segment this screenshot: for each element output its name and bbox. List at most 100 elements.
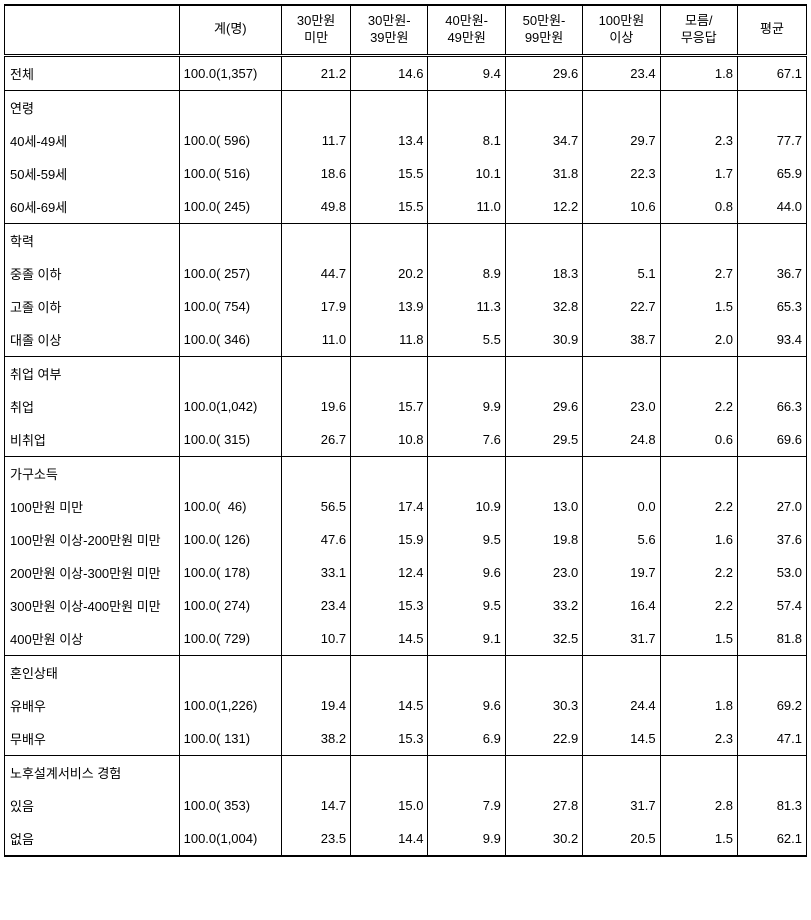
table-row: 전체100.0(1,357)21.214.69.429.623.41.867.1 [5, 55, 807, 90]
value-cell: 16.4 [583, 589, 660, 622]
value-cell: 11.3 [428, 290, 505, 323]
value-cell: 2.2 [660, 390, 737, 423]
value-cell: 26.7 [282, 423, 351, 457]
value-cell: 5.5 [428, 323, 505, 357]
row-label: 취업 [5, 390, 180, 423]
empty-cell [737, 90, 806, 124]
row-label: 60세-69세 [5, 190, 180, 224]
empty-cell [179, 755, 281, 789]
value-cell: 15.3 [351, 589, 428, 622]
empty-cell [351, 655, 428, 689]
value-cell: 13.9 [351, 290, 428, 323]
empty-cell [282, 356, 351, 390]
value-cell: 15.5 [351, 190, 428, 224]
empty-cell [179, 655, 281, 689]
value-cell: 31.8 [505, 157, 582, 190]
empty-cell [583, 90, 660, 124]
value-cell: 9.6 [428, 556, 505, 589]
column-header: 평균 [737, 5, 806, 55]
value-cell: 18.6 [282, 157, 351, 190]
value-cell: 29.6 [505, 55, 582, 90]
empty-cell [660, 90, 737, 124]
empty-cell [351, 223, 428, 257]
total-cell: 100.0( 126) [179, 523, 281, 556]
total-cell: 100.0( 131) [179, 722, 281, 756]
value-cell: 33.1 [282, 556, 351, 589]
value-cell: 62.1 [737, 822, 806, 856]
value-cell: 6.9 [428, 722, 505, 756]
empty-cell [660, 356, 737, 390]
value-cell: 81.3 [737, 789, 806, 822]
table-header: 계(명)30만원미만30만원-39만원40만원-49만원50만원-99만원100… [5, 5, 807, 55]
value-cell: 10.7 [282, 622, 351, 656]
value-cell: 19.6 [282, 390, 351, 423]
value-cell: 15.7 [351, 390, 428, 423]
value-cell: 1.5 [660, 290, 737, 323]
value-cell: 2.8 [660, 789, 737, 822]
value-cell: 23.5 [282, 822, 351, 856]
empty-cell [505, 655, 582, 689]
table-row: 400만원 이상100.0( 729)10.714.59.132.531.71.… [5, 622, 807, 656]
empty-cell [282, 655, 351, 689]
empty-cell [282, 90, 351, 124]
empty-cell [282, 755, 351, 789]
table-row: 무배우100.0( 131)38.215.36.922.914.52.347.1 [5, 722, 807, 756]
value-cell: 14.5 [351, 622, 428, 656]
row-label: 40세-49세 [5, 124, 180, 157]
section-header-row: 학력 [5, 223, 807, 257]
empty-cell [737, 223, 806, 257]
value-cell: 30.9 [505, 323, 582, 357]
value-cell: 0.0 [583, 490, 660, 523]
empty-cell [737, 456, 806, 490]
value-cell: 13.0 [505, 490, 582, 523]
value-cell: 0.8 [660, 190, 737, 224]
empty-cell [428, 755, 505, 789]
column-header: 50만원-99만원 [505, 5, 582, 55]
value-cell: 2.3 [660, 124, 737, 157]
empty-cell [737, 755, 806, 789]
value-cell: 33.2 [505, 589, 582, 622]
total-cell: 100.0( 46) [179, 490, 281, 523]
value-cell: 47.1 [737, 722, 806, 756]
value-cell: 44.0 [737, 190, 806, 224]
row-label: 200만원 이상-300만원 미만 [5, 556, 180, 589]
section-header-row: 혼인상태 [5, 655, 807, 689]
value-cell: 93.4 [737, 323, 806, 357]
table-row: 없음100.0(1,004)23.514.49.930.220.51.562.1 [5, 822, 807, 856]
column-header: 30만원미만 [282, 5, 351, 55]
column-header: 30만원-39만원 [351, 5, 428, 55]
value-cell: 23.0 [505, 556, 582, 589]
value-cell: 49.8 [282, 190, 351, 224]
empty-cell [282, 456, 351, 490]
row-label: 없음 [5, 822, 180, 856]
value-cell: 14.5 [583, 722, 660, 756]
value-cell: 11.0 [428, 190, 505, 224]
value-cell: 30.2 [505, 822, 582, 856]
empty-cell [179, 356, 281, 390]
value-cell: 10.6 [583, 190, 660, 224]
value-cell: 23.4 [282, 589, 351, 622]
value-cell: 1.8 [660, 55, 737, 90]
column-header: 계(명) [179, 5, 281, 55]
total-cell: 100.0( 729) [179, 622, 281, 656]
value-cell: 20.5 [583, 822, 660, 856]
value-cell: 31.7 [583, 789, 660, 822]
table-row: 200만원 이상-300만원 미만100.0( 178)33.112.49.62… [5, 556, 807, 589]
value-cell: 19.4 [282, 689, 351, 722]
table-row: 중졸 이하100.0( 257)44.720.28.918.35.12.736.… [5, 257, 807, 290]
value-cell: 65.3 [737, 290, 806, 323]
empty-cell [282, 223, 351, 257]
table-row: 대졸 이상100.0( 346)11.011.85.530.938.72.093… [5, 323, 807, 357]
empty-cell [505, 90, 582, 124]
column-header: 40만원-49만원 [428, 5, 505, 55]
value-cell: 11.7 [282, 124, 351, 157]
value-cell: 1.8 [660, 689, 737, 722]
row-label: 50세-59세 [5, 157, 180, 190]
value-cell: 29.6 [505, 390, 582, 423]
data-table: 계(명)30만원미만30만원-39만원40만원-49만원50만원-99만원 100… [4, 4, 807, 857]
empty-cell [583, 755, 660, 789]
value-cell: 11.8 [351, 323, 428, 357]
value-cell: 22.9 [505, 722, 582, 756]
value-cell: 29.5 [505, 423, 582, 457]
value-cell: 17.4 [351, 490, 428, 523]
